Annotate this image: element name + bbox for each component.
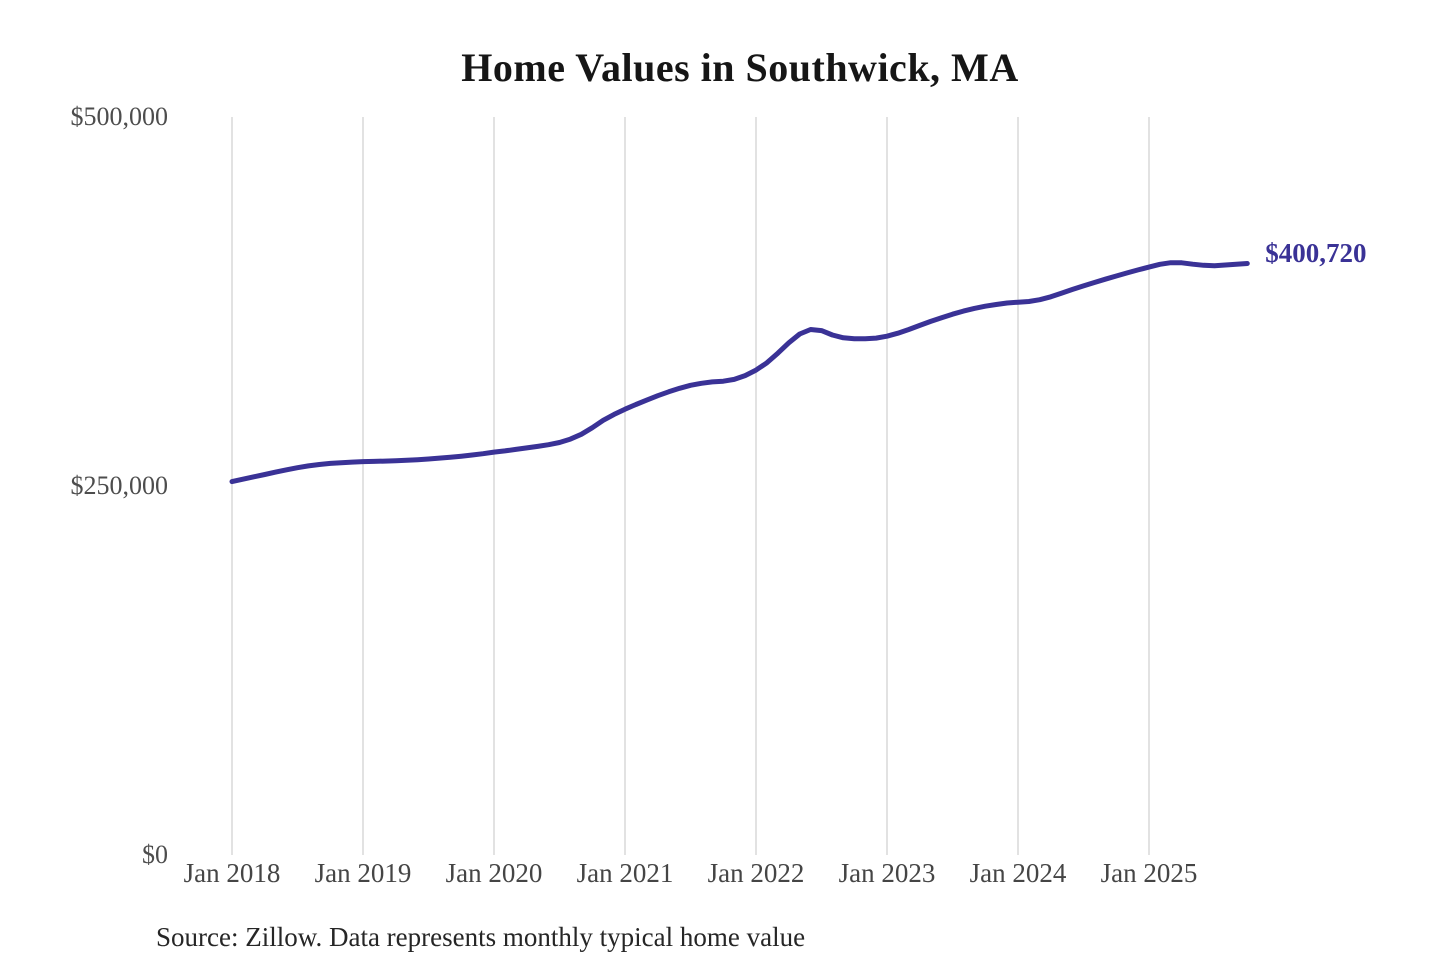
y-axis-tick-label: $500,000: [70, 102, 169, 131]
latest-value-label: $400,720: [1265, 237, 1367, 268]
home-value-line: [229, 260, 1250, 485]
x-axis-tick-label: Jan 2024: [969, 858, 1067, 888]
x-axis-tick-label: Jan 2022: [707, 858, 805, 888]
x-axis-tick-label: Jan 2020: [445, 858, 543, 888]
y-axis-tick-label: $0: [142, 840, 168, 869]
y-axis-tick-label: $250,000: [70, 471, 169, 500]
x-axis-tick-label: Jan 2018: [183, 858, 281, 888]
source-note: Source: Zillow. Data represents monthly …: [156, 922, 806, 952]
chart-title: Home Values in Southwick, MA: [461, 45, 1019, 90]
x-axis-tick-label: Jan 2021: [576, 858, 674, 888]
x-axis-tick-label: Jan 2023: [838, 858, 936, 888]
x-axis-tick-label: Jan 2019: [314, 858, 412, 888]
gridlines: [231, 117, 1150, 855]
x-axis-tick-label: Jan 2025: [1100, 858, 1198, 888]
